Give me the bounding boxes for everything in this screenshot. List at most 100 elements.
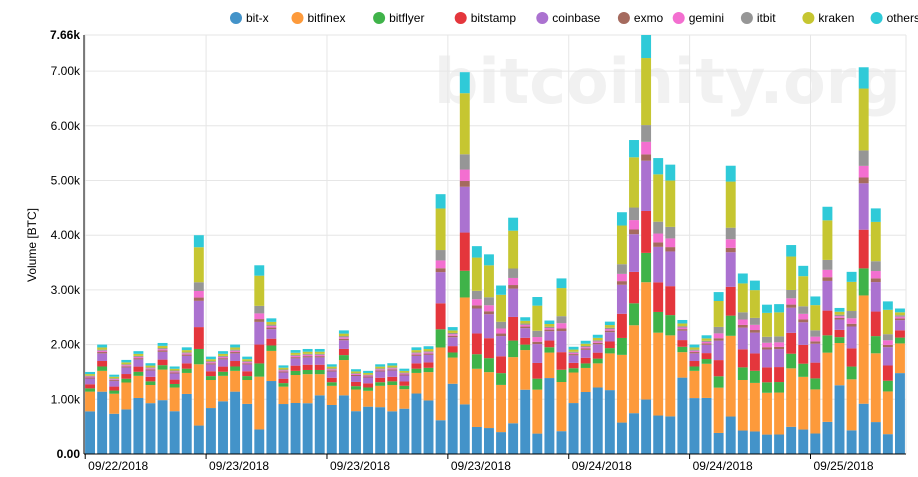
bar-stack — [737, 273, 748, 454]
bar-segment-bitstamp — [169, 379, 180, 384]
bar-segment-bitflyer — [520, 344, 531, 351]
bar-segment-others — [230, 344, 241, 348]
bar-segment-bitfinex — [894, 343, 905, 374]
bar-segment-bit-x — [290, 402, 301, 454]
bar-segment-itbit — [278, 369, 289, 371]
bar-segment-kraken — [834, 311, 845, 315]
bar-segment-itbit — [193, 282, 204, 291]
bar-segment-gemini — [483, 305, 494, 312]
bar-segment-kraken — [85, 374, 96, 376]
bar-segment-gemini — [496, 328, 507, 334]
legend-item-bitstamp[interactable]: bitstamp — [454, 11, 517, 25]
bar-segment-exmo — [858, 177, 869, 184]
bar-segment-bitfinex — [193, 364, 204, 426]
bar-segment-bitfinex — [471, 368, 482, 427]
bar-segment-bitflyer — [882, 380, 893, 392]
bar-segment-kraken — [580, 343, 591, 346]
bar-segment-others — [109, 374, 120, 377]
bar-segment-kraken — [677, 323, 688, 327]
bar-segment-coinbase — [556, 331, 567, 353]
bar-segment-kraken — [629, 157, 639, 208]
legend-item-bitfinex[interactable]: bitfinex — [291, 11, 346, 25]
legend-item-exmo[interactable]: exmo — [617, 11, 664, 25]
bar-segment-bitstamp — [580, 357, 591, 364]
bar-segment-itbit — [290, 354, 301, 356]
bar-segment-bitfinex — [641, 282, 652, 400]
bar-segment-others — [858, 67, 869, 89]
legend-item-bit-x[interactable]: bit-x — [230, 11, 269, 25]
bar-segment-bit-x — [351, 411, 361, 454]
bar-segment-bitflyer — [834, 337, 845, 344]
bar-segment-exmo — [496, 333, 507, 337]
bar-segment-bitflyer — [326, 382, 337, 386]
bar-segment-gemini — [532, 337, 543, 342]
legend-item-bitflyer[interactable]: bitflyer — [373, 11, 424, 25]
bar-segment-coinbase — [435, 272, 446, 304]
bar-segment-coinbase — [278, 372, 289, 379]
bar-segment-itbit — [242, 361, 253, 363]
bar-segment-bitfinex — [399, 389, 410, 409]
bar-stack — [616, 212, 627, 454]
bar-segment-exmo — [822, 277, 833, 281]
bar-segment-itbit — [338, 336, 349, 338]
y-tick-label: 4.00k — [51, 228, 81, 242]
bar-segment-others — [701, 335, 712, 339]
x-tick-label: 09/23/2018 — [451, 459, 511, 473]
bar-stack — [387, 363, 398, 454]
bar-segment-bitflyer — [774, 382, 785, 393]
legend-swatch — [373, 12, 386, 24]
legend-item-gemini[interactable]: gemini — [672, 11, 724, 25]
legend-item-coinbase[interactable]: coinbase — [536, 11, 601, 25]
bar-segment-exmo — [568, 354, 579, 356]
bar-segment-bitflyer — [205, 376, 216, 381]
bar-segment-itbit — [326, 368, 337, 370]
bar-segment-others — [894, 308, 905, 313]
bar-segment-bitstamp — [399, 381, 410, 386]
bar-stack — [242, 356, 253, 454]
bar-segment-kraken — [604, 325, 615, 328]
bar-segment-bit-x — [822, 421, 833, 454]
legend-swatch — [740, 12, 753, 24]
bar-segment-bit-x — [556, 431, 567, 454]
bar-stack — [762, 304, 772, 454]
legend-swatch — [617, 12, 630, 24]
bar-segment-gemini — [157, 349, 168, 351]
bar-segment-gemini — [653, 233, 664, 243]
bar-segment-others — [580, 340, 591, 344]
bar-segment-bitflyer — [846, 366, 857, 380]
bar-segment-gemini — [459, 169, 470, 182]
bar-segment-exmo — [737, 324, 748, 328]
bar-segment-kraken — [737, 283, 748, 313]
bar-segment-others — [375, 364, 386, 367]
bar-segment-exmo — [471, 305, 482, 309]
bar-stack — [508, 217, 519, 454]
bar-segment-gemini — [580, 347, 591, 349]
bar-segment-itbit — [375, 368, 386, 370]
bar-segment-bitflyer — [121, 378, 132, 383]
bar-segment-bitflyer — [822, 335, 833, 353]
bar-segment-bit-x — [483, 428, 494, 454]
legend-item-itbit[interactable]: itbit — [740, 11, 776, 25]
bar-stack — [181, 347, 192, 454]
bar-segment-bitstamp — [133, 366, 144, 372]
bar-segment-bit-x — [218, 401, 228, 454]
bar-segment-bit-x — [423, 400, 434, 454]
bar-stack — [580, 340, 591, 454]
bar-segment-exmo — [193, 297, 204, 301]
y-tick-label: 3.00k — [51, 283, 81, 297]
bar-segment-bit-x — [641, 399, 652, 454]
bar-segment-bit-x — [435, 420, 446, 454]
bar-segment-gemini — [435, 260, 446, 269]
bar-segment-bitfinex — [556, 382, 567, 432]
bar-segment-bit-x — [810, 433, 821, 454]
bar-stack — [858, 67, 869, 454]
legend-item-others[interactable]: others — [870, 11, 918, 25]
bar-stack — [254, 265, 265, 454]
bar-segment-bitstamp — [629, 271, 639, 304]
legend-label: others — [887, 11, 918, 25]
bar-segment-bitfinex — [435, 347, 446, 421]
bar-segment-exmo — [459, 181, 470, 187]
bar-stack — [266, 318, 277, 454]
bar-stack — [314, 348, 325, 454]
legend-item-kraken[interactable]: kraken — [802, 11, 854, 25]
